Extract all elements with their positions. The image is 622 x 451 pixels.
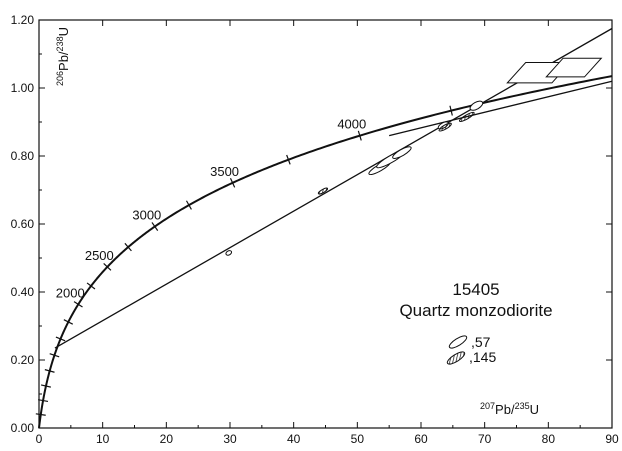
legend-label-57: ,57 xyxy=(471,334,491,350)
age-tick xyxy=(86,282,96,290)
age-label: 2000 xyxy=(56,285,85,300)
y-tick-label: 0.00 xyxy=(11,421,35,435)
x-axis-label: 207Pb/235U xyxy=(480,401,539,417)
age-tick xyxy=(151,222,159,231)
age-tick xyxy=(73,301,83,308)
error-ellipse xyxy=(392,146,412,159)
x-tick-label: 50 xyxy=(351,432,365,446)
age-label: 3000 xyxy=(132,208,161,223)
x-tick-label: 0 xyxy=(36,432,43,446)
age-tick xyxy=(44,369,55,373)
x-tick-label: 40 xyxy=(287,432,301,446)
error-ellipse xyxy=(469,100,484,111)
y-tick-label: 0.80 xyxy=(11,149,35,163)
y-tick-label: 0.20 xyxy=(11,353,35,367)
x-tick-label: 20 xyxy=(160,432,174,446)
error-ellipse xyxy=(458,111,475,122)
plot-marks: 2000 2500 3000 3500 4000 xyxy=(35,27,613,429)
x-tick-label: 90 xyxy=(605,432,619,446)
age-tick xyxy=(55,336,66,342)
discordia-line xyxy=(389,80,613,137)
legend-label-145: ,145 xyxy=(469,349,496,365)
x-label-elem2: U xyxy=(530,402,539,417)
x-label-elem: Pb xyxy=(495,402,511,417)
y-label-sep: / xyxy=(56,51,71,55)
age-tick xyxy=(229,178,236,188)
age-tick xyxy=(103,263,112,271)
y-tick-label: 0.60 xyxy=(11,217,35,231)
x-tick-label: 10 xyxy=(96,432,110,446)
age-tick xyxy=(63,319,74,325)
error-ellipse xyxy=(225,250,233,256)
age-tick xyxy=(40,384,51,388)
legend-marks xyxy=(446,335,468,365)
age-label: 3500 xyxy=(210,164,239,179)
y-tick-label: 1.20 xyxy=(11,13,35,27)
age-label: 2500 xyxy=(85,248,114,263)
x-label-mass: 207 xyxy=(480,401,495,411)
age-tick xyxy=(124,242,132,252)
age-tick xyxy=(49,353,60,358)
y-tick-label: 0.40 xyxy=(11,285,35,299)
rock-label: Quartz monzodiorite xyxy=(399,301,552,320)
x-tick-label: 30 xyxy=(223,432,237,446)
x-label-sep: / xyxy=(511,402,515,417)
age-tick xyxy=(357,130,362,141)
age-tick xyxy=(38,399,49,403)
y-tick-label: 1.00 xyxy=(11,81,35,95)
x-tick-label: 80 xyxy=(542,432,556,446)
x-label-mass2: 235 xyxy=(515,401,530,411)
x-tick-label: 70 xyxy=(478,432,492,446)
y-label-elem2: U xyxy=(56,27,71,36)
y-axis-label: 206Pb/238U xyxy=(55,27,71,86)
age-label: 4000 xyxy=(337,117,366,132)
x-tick-label: 60 xyxy=(414,432,428,446)
legend-mark-open xyxy=(448,335,468,349)
age-tick xyxy=(35,413,46,416)
y-label-mass: 206 xyxy=(55,71,65,86)
age-tick xyxy=(449,105,453,116)
legend-mark-hatched xyxy=(446,351,466,365)
y-label-elem: Pb xyxy=(56,55,71,71)
age-tick xyxy=(286,154,291,165)
error-box xyxy=(545,57,603,78)
concordia-curve xyxy=(38,75,613,429)
axes: 0 10 20 30 40 50 60 70 80 90 0.00 0.20 0.40 0.60 0.80 1… xyxy=(11,13,619,446)
y-label-mass2: 238 xyxy=(55,36,65,51)
error-ellipse xyxy=(317,187,329,195)
sample-label: 15405 xyxy=(452,280,499,299)
legend: ,57 ,145 xyxy=(446,334,496,365)
error-ellipse xyxy=(438,122,452,132)
age-tick xyxy=(185,200,192,210)
